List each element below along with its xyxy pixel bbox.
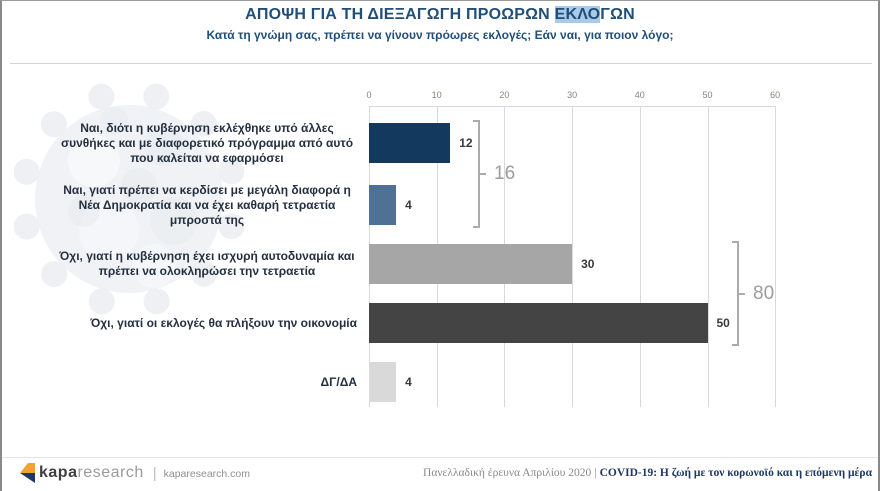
footer-source-note: Πανελλαδική έρευνα Απριλίου 2020 | COVID-1…	[423, 467, 872, 479]
bar-value-label: 12	[459, 136, 473, 150]
title-highlighted-text: ΕΚΛΟ	[554, 6, 601, 23]
bracket-sum-label: 80	[753, 282, 775, 304]
grid-line	[572, 106, 574, 407]
x-axis-tick-label: 0	[366, 90, 372, 100]
bar-value-label: 30	[581, 257, 595, 271]
title-text: ΑΠΟΨΗ ΓΙΑ ΤΗ ΔΙΕΞΑΓΩΓΗ ΠΡΟΩΡΩΝ	[245, 6, 555, 23]
bracket-tick	[737, 292, 745, 295]
bar-value-label: 4	[405, 375, 412, 389]
bar[interactable]	[369, 303, 708, 343]
grid-line	[639, 106, 641, 407]
footer-separator: |	[594, 467, 597, 479]
category-label: Όχι, γιατί η κυβέρνηση έχει ισχυρή αυτοδ…	[59, 249, 355, 278]
bar[interactable]	[369, 123, 451, 163]
footer-divider	[2, 457, 878, 458]
x-axis-tick-label: 40	[634, 90, 645, 100]
logo-brand-bold: kapa	[39, 464, 78, 481]
footer: kapa research | kaparesearch.com Πανελλαδ…	[2, 458, 878, 491]
x-axis-tick-label: 50	[702, 90, 713, 100]
chart-subtitle: Κατά τη γνώμη σας, πρέπει να γίνουν πρόω…	[206, 28, 674, 42]
category-label: Ναι, γιατί πρέπει να κερδίσει με μεγάλη …	[63, 182, 351, 227]
bar[interactable]	[369, 362, 397, 402]
x-axis-tick-label: 60	[770, 90, 781, 100]
bracket-tick	[478, 173, 486, 175]
title-text-suffix: ΓΩΝ	[600, 6, 635, 23]
x-axis-tick-label: 30	[567, 90, 578, 100]
plot-top-border	[369, 106, 776, 107]
bracket-sum-label: 16	[494, 163, 516, 184]
category-label: ΔΓ/ΔΑ	[320, 374, 357, 389]
header: ΑΠΟΨΗ ΓΙΑ ΤΗ ΔΙΕΞΑΓΩΓΗ ΠΡΟΩΡΩΝ ΕΚΛΟΓΩΝ Κ…	[2, 6, 878, 42]
bar-value-label: 50	[716, 316, 730, 330]
category-label: Όχι, γιατί οι εκλογές θα πλήξουν την οικ…	[90, 315, 357, 330]
report-title: COVID-19: Η ζωή με τον κορωνοϊό και η επ…	[599, 467, 872, 479]
bar[interactable]	[369, 244, 573, 284]
survey-name: Πανελλαδική έρευνα Απριλίου 2020	[423, 467, 592, 479]
grid-line	[707, 106, 709, 407]
logo-brand-light: research	[77, 464, 144, 481]
header-divider	[10, 63, 872, 64]
grid-line	[775, 106, 777, 407]
bar[interactable]	[369, 185, 397, 225]
logo-separator: |	[152, 464, 157, 482]
bar-chart: 0 10 20 30 40 50 60 Ναι, διότι η κυβέρνηση εκλέ…	[2, 1, 878, 441]
x-axis-tick-label: 10	[431, 90, 442, 100]
kapa-logo-icon	[20, 463, 35, 483]
bar-value-label: 4	[405, 198, 412, 212]
x-axis-tick-label: 20	[499, 90, 510, 100]
logo-website-link[interactable]: kaparesearch.com	[163, 468, 250, 480]
page-title: ΑΠΟΨΗ ΓΙΑ ΤΗ ΔΙΕΞΑΓΩΓΗ ΠΡΟΩΡΩΝ ΕΚΛΟΓΩΝ	[2, 6, 878, 24]
category-label: Ναι, διότι η κυβέρνηση εκλέχθηκε υπό άλλ…	[60, 120, 354, 165]
kapa-research-logo[interactable]: kapa research | kaparesearch.com	[20, 463, 250, 483]
